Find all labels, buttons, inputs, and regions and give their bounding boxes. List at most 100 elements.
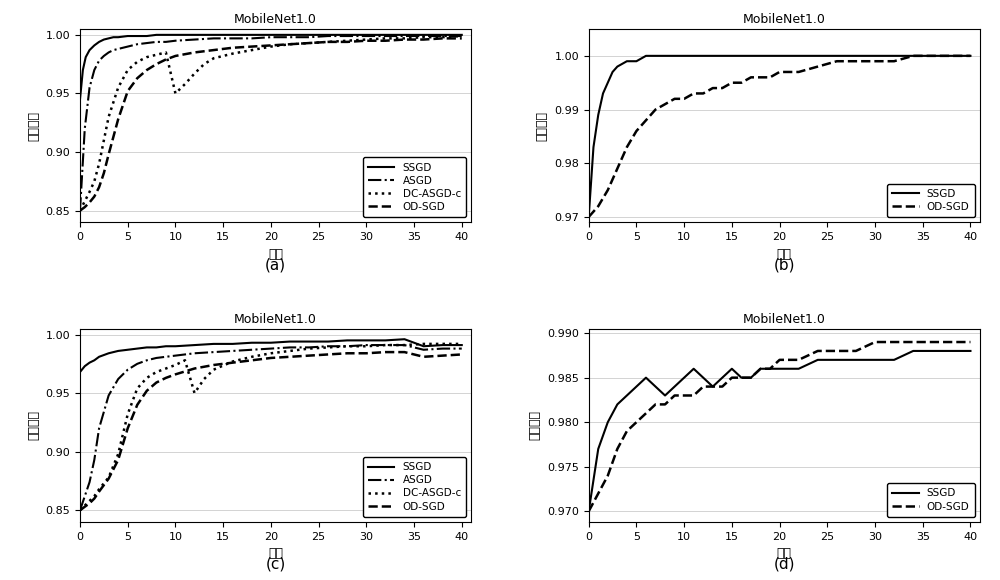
DC-ASGD-c: [74, 507, 86, 514]
Legend: SSGD, ASGD, DC-ASGD-c, OD-SGD: SSGD, ASGD, DC-ASGD-c, OD-SGD: [363, 457, 466, 517]
SSGD: [812, 356, 824, 363]
OD-SGD: [831, 347, 843, 354]
OD-SGD: [621, 144, 633, 151]
DC-ASGD-c: [160, 365, 172, 372]
ASGD: [437, 345, 449, 352]
SSGD: [831, 356, 843, 363]
SSGD: [640, 374, 652, 381]
X-axis label: 轮数: 轮数: [268, 548, 283, 560]
ASGD: [284, 34, 296, 41]
SSGD: [688, 365, 700, 372]
DC-ASGD-c: [150, 368, 162, 375]
SSGD: [907, 347, 919, 354]
SSGD: [735, 52, 747, 59]
SSGD: [112, 34, 124, 41]
SSGD: [150, 344, 162, 351]
OD-SGD: [122, 88, 134, 95]
ASGD: [360, 32, 372, 39]
OD-SGD: [926, 52, 938, 59]
OD-SGD: [103, 475, 115, 482]
SSGD: [707, 383, 719, 390]
ASGD: [122, 366, 134, 373]
SSGD: [945, 52, 957, 59]
OD-SGD: [630, 419, 642, 426]
X-axis label: 轮数: 轮数: [777, 248, 792, 260]
ASGD: [169, 37, 181, 44]
DC-ASGD-c: [379, 342, 391, 349]
DC-ASGD-c: [360, 36, 372, 43]
X-axis label: 轮数: 轮数: [777, 548, 792, 560]
SSGD: [764, 365, 776, 372]
DC-ASGD-c: [265, 350, 277, 357]
SSGD: [630, 383, 642, 390]
SSGD: [80, 53, 92, 60]
OD-SGD: [602, 472, 614, 479]
OD-SGD: [284, 353, 296, 360]
ASGD: [418, 346, 430, 353]
SSGD: [160, 343, 172, 350]
OD-SGD: [456, 351, 468, 358]
DC-ASGD-c: [160, 49, 172, 56]
DC-ASGD-c: [131, 385, 143, 392]
SSGD: [774, 365, 786, 372]
SSGD: [754, 52, 766, 59]
SSGD: [716, 374, 728, 381]
DC-ASGD-c: [456, 340, 468, 347]
Title: MobileNet1.0: MobileNet1.0: [234, 313, 317, 326]
ASGD: [74, 207, 86, 214]
ASGD: [88, 67, 100, 74]
DC-ASGD-c: [93, 160, 105, 167]
DC-ASGD-c: [265, 43, 277, 50]
OD-SGD: [592, 490, 604, 497]
ASGD: [169, 352, 181, 359]
Line: OD-SGD: OD-SGD: [589, 56, 970, 217]
Line: OD-SGD: OD-SGD: [589, 342, 970, 512]
DC-ASGD-c: [179, 81, 191, 88]
DC-ASGD-c: [131, 59, 143, 66]
OD-SGD: [888, 339, 900, 346]
ASGD: [265, 345, 277, 352]
OD-SGD: [79, 204, 91, 211]
ASGD: [79, 125, 91, 132]
DC-ASGD-c: [103, 474, 115, 481]
OD-SGD: [735, 374, 747, 381]
OD-SGD: [745, 374, 757, 381]
DC-ASGD-c: [98, 137, 110, 144]
OD-SGD: [169, 371, 181, 378]
OD-SGD: [98, 169, 110, 176]
SSGD: [265, 339, 277, 346]
OD-SGD: [208, 361, 220, 368]
DC-ASGD-c: [227, 50, 239, 57]
SSGD: [659, 52, 671, 59]
DC-ASGD-c: [437, 34, 449, 41]
DC-ASGD-c: [398, 342, 410, 349]
ASGD: [456, 345, 468, 352]
SSGD: [322, 31, 334, 38]
OD-SGD: [774, 68, 786, 75]
ASGD: [322, 32, 334, 39]
OD-SGD: [707, 383, 719, 390]
SSGD: [888, 52, 900, 59]
ASGD: [98, 52, 110, 59]
ASGD: [341, 32, 353, 39]
ASGD: [103, 49, 115, 56]
DC-ASGD-c: [360, 343, 372, 350]
ASGD: [160, 353, 172, 360]
OD-SGD: [150, 379, 162, 386]
DC-ASGD-c: [246, 353, 258, 360]
OD-SGD: [379, 349, 391, 356]
Line: DC-ASGD-c: DC-ASGD-c: [80, 344, 462, 510]
ASGD: [246, 346, 258, 353]
OD-SGD: [669, 95, 681, 102]
OD-SGD: [246, 43, 258, 50]
OD-SGD: [650, 401, 662, 408]
OD-SGD: [793, 356, 805, 363]
SSGD: [303, 338, 315, 345]
OD-SGD: [697, 90, 709, 97]
ASGD: [84, 478, 96, 485]
SSGD: [93, 38, 105, 45]
OD-SGD: [456, 35, 468, 42]
SSGD: [169, 343, 181, 350]
DC-ASGD-c: [112, 451, 124, 458]
OD-SGD: [640, 410, 652, 417]
